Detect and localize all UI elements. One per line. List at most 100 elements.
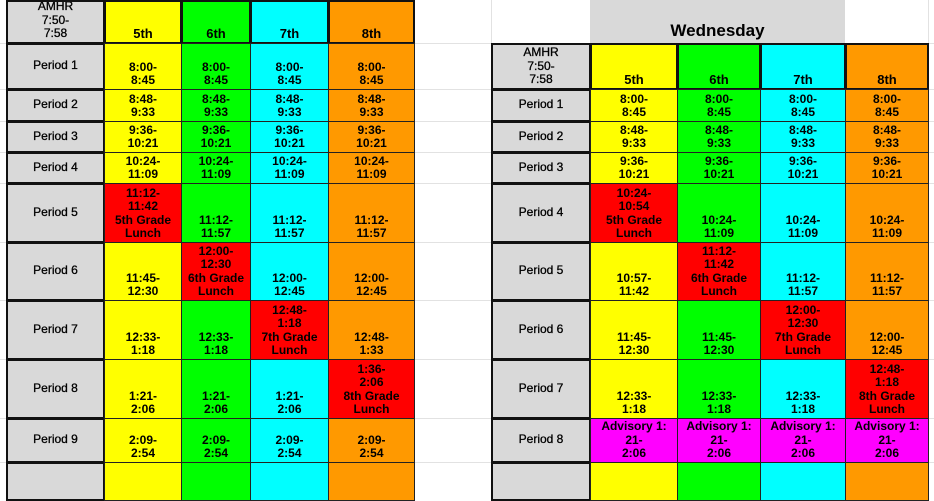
period-time-cell[interactable]: 10:24- 11:09: [677, 183, 761, 243]
period-time-cell[interactable]: 10:24- 11:09: [104, 152, 182, 184]
advisory-cell[interactable]: Advisory 1: 21- 2:06: [760, 418, 846, 463]
amhr-header: AMHR 7:50- 7:58: [6, 0, 105, 44]
period-time-cell[interactable]: 8:00- 8:45: [760, 89, 846, 122]
lunch-cell[interactable]: 10:24- 10:54 5th Grade Lunch: [590, 183, 678, 243]
period-time-cell[interactable]: [328, 462, 415, 501]
period-time-cell[interactable]: 8:00- 8:45: [328, 43, 415, 90]
period-label: Period 9: [6, 418, 105, 463]
lunch-cell[interactable]: 11:12- 11:42 5th Grade Lunch: [104, 183, 182, 243]
period-time-cell[interactable]: 2:09- 2:54: [250, 418, 329, 463]
lunch-cell[interactable]: 12:48- 1:18 7th Grade Lunch: [250, 300, 329, 360]
period-time-cell[interactable]: 10:24- 11:09: [181, 152, 251, 184]
lunch-cell[interactable]: 12:00- 12:30 7th Grade Lunch: [760, 300, 846, 360]
gridline: [0, 183, 934, 184]
period-time-cell[interactable]: 8:48- 9:33: [590, 121, 678, 153]
period-time-cell[interactable]: 12:33- 1:18: [104, 300, 182, 360]
period-label: Period 6: [6, 242, 105, 301]
period-time-cell[interactable]: 12:33- 1:18: [181, 300, 251, 360]
grade-header-8th[interactable]: 8th: [845, 43, 929, 90]
period-time-cell[interactable]: 10:24- 11:09: [845, 183, 929, 243]
period-time-cell[interactable]: 8:00- 8:45: [845, 89, 929, 122]
period-time-cell[interactable]: 9:36- 10:21: [845, 152, 929, 184]
advisory-cell[interactable]: Advisory 1: 21- 2:06: [590, 418, 678, 463]
grade-header-5th[interactable]: 5th: [590, 43, 678, 90]
period-label: Period 8: [6, 359, 105, 419]
period-time-cell[interactable]: 1:21- 2:06: [250, 359, 329, 419]
advisory-cell[interactable]: Advisory 1: 21- 2:06: [845, 418, 929, 463]
period-time-cell[interactable]: [845, 462, 929, 501]
period-time-cell[interactable]: 12:00- 12:45: [328, 242, 415, 301]
advisory-cell[interactable]: Advisory 1: 21- 2:06: [677, 418, 761, 463]
period-time-cell[interactable]: [250, 462, 329, 501]
period-time-cell[interactable]: 9:36- 10:21: [104, 121, 182, 153]
period-time-cell[interactable]: 2:09- 2:54: [181, 418, 251, 463]
period-time-cell[interactable]: 11:45- 12:30: [677, 300, 761, 360]
period-time-cell[interactable]: 11:12- 11:57: [250, 183, 329, 243]
period-time-cell[interactable]: 12:33- 1:18: [590, 359, 678, 419]
period-time-cell[interactable]: 2:09- 2:54: [328, 418, 415, 463]
period-time-cell[interactable]: 11:45- 12:30: [104, 242, 182, 301]
lunch-cell[interactable]: 1:36- 2:06 8th Grade Lunch: [328, 359, 415, 419]
period-time-cell[interactable]: [104, 462, 182, 501]
period-time-cell[interactable]: 12:33- 1:18: [677, 359, 761, 419]
period-time-cell[interactable]: 9:36- 10:21: [677, 152, 761, 184]
grade-header-7th[interactable]: 7th: [250, 0, 329, 44]
period-time-cell[interactable]: 9:36- 10:21: [590, 152, 678, 184]
period-time-cell[interactable]: 8:48- 9:33: [328, 89, 415, 122]
gridline: [0, 300, 934, 301]
period-time-cell[interactable]: 8:00- 8:45: [590, 89, 678, 122]
period-time-cell[interactable]: 8:48- 9:33: [760, 121, 846, 153]
period-time-cell[interactable]: 11:12- 11:57: [760, 242, 846, 301]
period-time-cell[interactable]: 9:36- 10:21: [250, 121, 329, 153]
period-time-cell[interactable]: 10:24- 11:09: [250, 152, 329, 184]
lunch-cell[interactable]: 12:48- 1:18 8th Grade Lunch: [845, 359, 929, 419]
lunch-cell[interactable]: 11:12- 11:42 6th Grade Lunch: [677, 242, 761, 301]
grade-header-5th[interactable]: 5th: [104, 0, 182, 44]
period-time-cell[interactable]: 8:48- 9:33: [104, 89, 182, 122]
grade-header-8th[interactable]: 8th: [328, 0, 415, 44]
period-time-cell[interactable]: 10:24- 11:09: [760, 183, 846, 243]
period-time-cell[interactable]: 8:48- 9:33: [250, 89, 329, 122]
period-time-cell[interactable]: 8:48- 9:33: [181, 89, 251, 122]
period-time-cell[interactable]: [590, 462, 678, 501]
period-time-cell[interactable]: 11:12- 11:57: [181, 183, 251, 243]
period-time-cell[interactable]: 11:12- 11:57: [328, 183, 415, 243]
period-time-cell[interactable]: 12:00- 12:45: [845, 300, 929, 360]
gridline: [0, 121, 934, 122]
period-time-cell[interactable]: 12:00- 12:45: [250, 242, 329, 301]
grade-header-6th[interactable]: 6th: [181, 0, 251, 44]
period-label: [491, 462, 591, 501]
gridline: [0, 89, 934, 90]
period-time-cell[interactable]: 1:21- 2:06: [104, 359, 182, 419]
period-label: Period 1: [491, 89, 591, 122]
period-time-cell[interactable]: 8:00- 8:45: [104, 43, 182, 90]
period-time-cell[interactable]: 8:00- 8:45: [181, 43, 251, 90]
amhr-header: AMHR 7:50- 7:58: [491, 43, 591, 90]
period-label: [6, 462, 105, 501]
period-time-cell[interactable]: 9:36- 10:21: [328, 121, 415, 153]
period-time-cell[interactable]: 12:48- 1:33: [328, 300, 415, 360]
period-label: Period 3: [491, 152, 591, 184]
period-time-cell[interactable]: 8:00- 8:45: [250, 43, 329, 90]
grade-header-6th[interactable]: 6th: [677, 43, 761, 90]
period-time-cell[interactable]: 11:12- 11:57: [845, 242, 929, 301]
period-time-cell[interactable]: 11:45- 12:30: [590, 300, 678, 360]
lunch-cell[interactable]: 12:00- 12:30 6th Grade Lunch: [181, 242, 251, 301]
period-time-cell[interactable]: 10:24- 11:09: [328, 152, 415, 184]
period-label: Period 5: [6, 183, 105, 243]
period-time-cell[interactable]: 1:21- 2:06: [181, 359, 251, 419]
period-time-cell[interactable]: 9:36- 10:21: [760, 152, 846, 184]
period-time-cell[interactable]: 2:09- 2:54: [104, 418, 182, 463]
period-time-cell[interactable]: 8:48- 9:33: [677, 121, 761, 153]
period-label: Period 4: [491, 183, 591, 243]
period-time-cell[interactable]: 12:33- 1:18: [760, 359, 846, 419]
period-time-cell[interactable]: [181, 462, 251, 501]
period-time-cell[interactable]: 9:36- 10:21: [181, 121, 251, 153]
period-time-cell[interactable]: 8:00- 8:45: [677, 89, 761, 122]
period-time-cell[interactable]: [677, 462, 761, 501]
period-time-cell[interactable]: 8:48- 9:33: [845, 121, 929, 153]
grade-header-7th[interactable]: 7th: [760, 43, 846, 90]
period-time-cell[interactable]: [760, 462, 846, 501]
period-time-cell[interactable]: 10:57- 11:42: [590, 242, 678, 301]
gridline: [0, 152, 934, 153]
